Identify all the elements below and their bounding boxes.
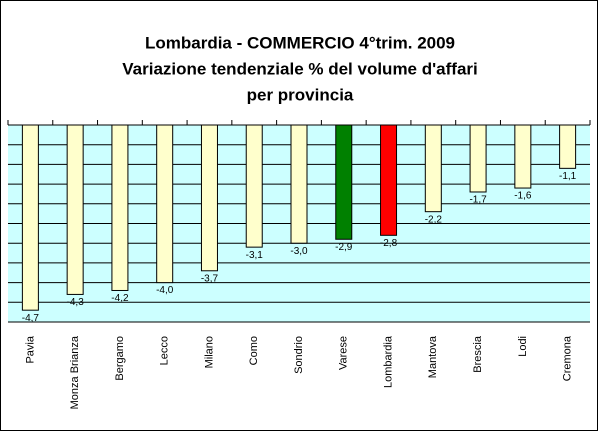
bar bbox=[380, 124, 398, 236]
data-label: -1,7 bbox=[469, 195, 487, 206]
bar bbox=[200, 124, 218, 272]
x-tick-label: Milano bbox=[203, 336, 215, 368]
data-label: -3,7 bbox=[201, 273, 219, 284]
chart-title: Lombardia - COMMERCIO 4°trim. 2009 bbox=[145, 33, 455, 52]
x-tick-label: Monza Brianza bbox=[69, 335, 81, 409]
data-label: -4,0 bbox=[156, 285, 174, 296]
bar bbox=[559, 124, 577, 169]
data-label: -3,0 bbox=[290, 246, 308, 257]
x-tick-label: Sondrio bbox=[293, 336, 305, 374]
bar bbox=[21, 124, 39, 311]
chart-title: Variazione tendenziale % del volume d'af… bbox=[122, 59, 477, 78]
x-tick-label: Cremona bbox=[562, 335, 574, 381]
bar bbox=[245, 124, 263, 248]
x-tick-label: Lodi bbox=[517, 336, 529, 357]
data-label: -1,6 bbox=[514, 191, 532, 202]
x-tick-label: Brescia bbox=[472, 335, 484, 373]
data-label: -2,9 bbox=[335, 242, 353, 253]
data-label: -2,8 bbox=[380, 238, 398, 249]
bar bbox=[156, 124, 174, 284]
x-tick-label: Como bbox=[248, 336, 260, 365]
bar bbox=[111, 124, 129, 291]
data-label: -4,7 bbox=[22, 313, 40, 324]
x-tick-label: Varese bbox=[338, 336, 350, 370]
data-label: -4,3 bbox=[67, 297, 85, 308]
chart-title: per provincia bbox=[247, 85, 354, 104]
data-label: -2,2 bbox=[425, 214, 443, 225]
bar bbox=[469, 124, 487, 193]
data-label: -4,2 bbox=[111, 293, 129, 304]
data-label: -1,1 bbox=[559, 171, 577, 182]
x-tick-label: Bergamo bbox=[114, 336, 126, 381]
bar bbox=[66, 124, 84, 295]
bar bbox=[514, 124, 532, 189]
bar bbox=[335, 124, 353, 240]
x-tick-label: Lombardia bbox=[382, 335, 394, 388]
data-label: -3,1 bbox=[246, 250, 264, 261]
bar bbox=[290, 124, 308, 244]
x-tick-label: Mantova bbox=[427, 335, 439, 378]
x-tick-label: Pavia bbox=[24, 335, 36, 363]
x-tick-label: Lecco bbox=[159, 336, 171, 365]
bar bbox=[424, 124, 442, 213]
